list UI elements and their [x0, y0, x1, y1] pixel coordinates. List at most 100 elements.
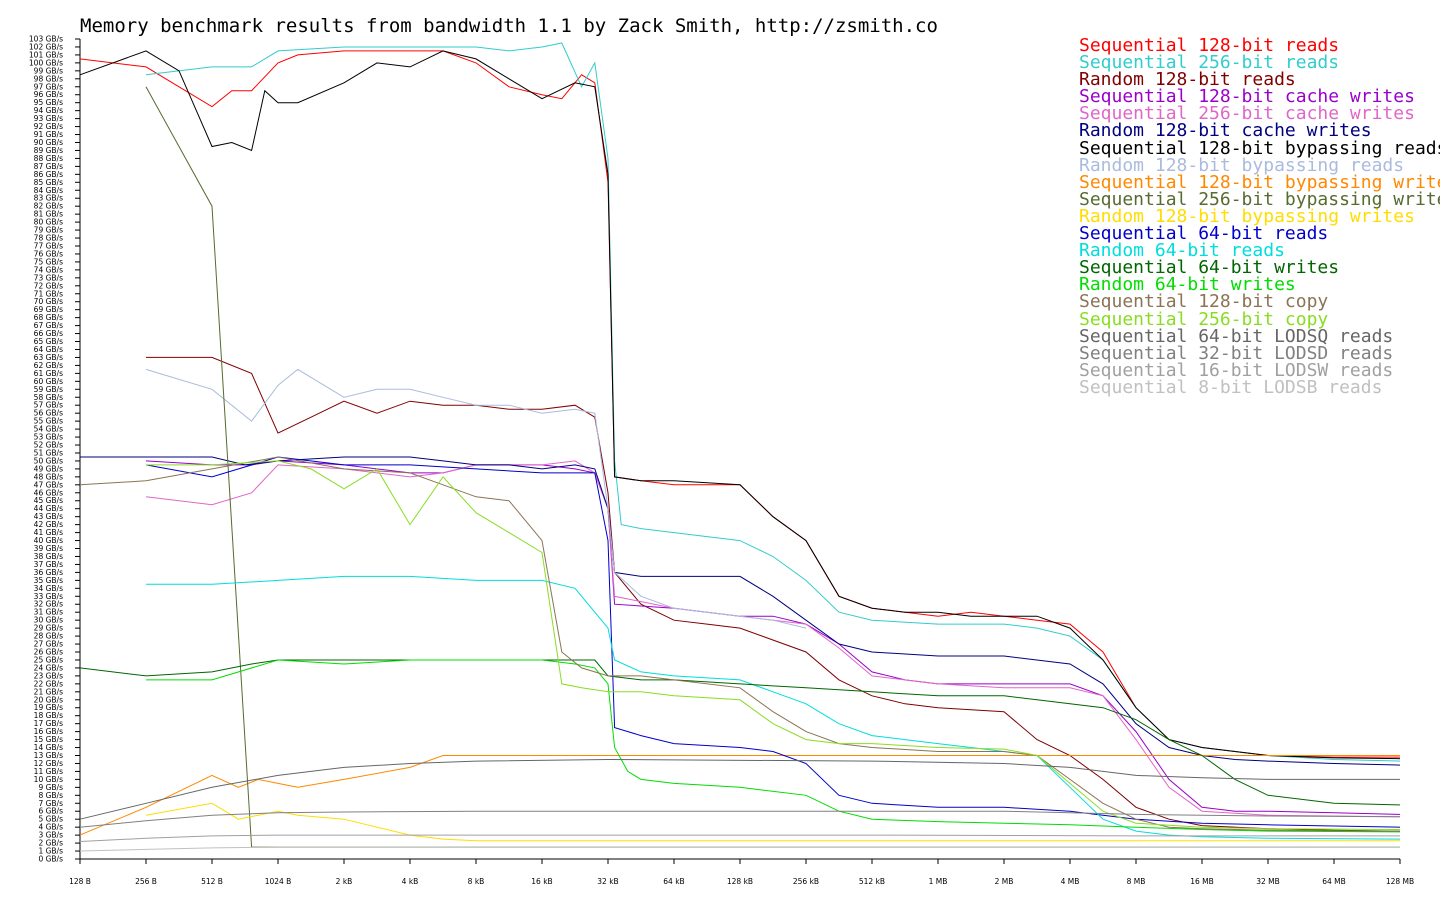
- y-tick-label: 64 GB/s: [34, 345, 63, 354]
- y-tick-label: 95 GB/s: [34, 98, 63, 107]
- y-tick-label: 9 GB/s: [38, 783, 63, 792]
- y-tick-label: 43 GB/s: [34, 512, 63, 521]
- y-tick-label: 10 GB/s: [34, 775, 63, 784]
- x-tick-label: 4 MB: [1061, 877, 1080, 886]
- y-tick-label: 89 GB/s: [34, 146, 63, 155]
- legend-item: Random 64-bit reads: [1079, 240, 1285, 262]
- series-line-random-128-bit-cache-writes: [80, 456, 1401, 766]
- series-line-sequential-64-bit-lodsq-reads: [79, 758, 1400, 820]
- x-tick-label: 1 MB: [929, 877, 948, 886]
- x-tick-label: 16 MB: [1190, 877, 1214, 886]
- x-tick-label: 64 MB: [1322, 877, 1346, 886]
- y-tick-label: 11 GB/s: [34, 767, 63, 776]
- x-tick-label: 256 kB: [793, 877, 819, 886]
- y-tick-label: 5 GB/s: [38, 815, 63, 824]
- y-tick-label: 14 GB/s: [34, 743, 63, 752]
- y-tick-label: 71 GB/s: [34, 289, 63, 298]
- x-tick-label: 8 kB: [468, 877, 485, 886]
- y-tick-label: 36 GB/s: [34, 568, 63, 577]
- x-tick-label: 128 kB: [727, 877, 753, 886]
- legend-item: Sequential 32-bit LODSD reads: [1079, 342, 1394, 364]
- y-tick-label: 60 GB/s: [34, 377, 63, 386]
- x-tick-label: 128 B: [69, 877, 91, 886]
- x-tick-label: 2 kB: [336, 877, 353, 886]
- y-tick-label: 26 GB/s: [34, 648, 63, 657]
- y-tick-label: 97 GB/s: [34, 82, 63, 91]
- y-tick-label: 76 GB/s: [34, 249, 63, 258]
- legend-item: Sequential 256-bit reads: [1079, 52, 1340, 74]
- series-line-random-128-bit-reads: [146, 356, 1401, 832]
- series-line-sequential-128-bit-cache-writes: [145, 460, 1401, 815]
- y-tick-label: 12 GB/s: [34, 759, 63, 768]
- series-line-sequential-128-bit-copy: [79, 456, 1401, 832]
- y-tick-label: 63 GB/s: [34, 353, 63, 362]
- y-tick-label: 44 GB/s: [34, 504, 63, 513]
- y-tick-label: 102 GB/s: [29, 42, 63, 51]
- x-tick-label: 16 kB: [531, 877, 552, 886]
- x-tick-label: 64 kB: [663, 877, 684, 886]
- legend-item: Sequential 128-bit cache writes: [1079, 86, 1415, 108]
- y-tick-label: 23 GB/s: [34, 671, 63, 680]
- y-tick-label: 2 GB/s: [38, 839, 63, 848]
- y-tick-label: 78 GB/s: [34, 234, 63, 243]
- y-tick-label: 53 GB/s: [34, 433, 63, 442]
- y-tick-label: 61 GB/s: [34, 369, 63, 378]
- y-tick-label: 86 GB/s: [34, 170, 63, 179]
- legend-item: Sequential 256-bit bypassing writes: [1079, 188, 1440, 210]
- series-line-sequential-128-bit-bypassing-reads: [79, 50, 1401, 760]
- y-tick-label: 88 GB/s: [34, 154, 63, 163]
- y-tick-label: 39 GB/s: [34, 544, 63, 553]
- legend-item: Random 128-bit reads: [1079, 69, 1296, 91]
- y-tick-label: 29 GB/s: [34, 624, 63, 633]
- y-tick-label: 25 GB/s: [34, 655, 63, 664]
- y-tick-label: 27 GB/s: [34, 640, 63, 649]
- series-line-sequential-16-bit-lodsw-reads: [79, 834, 1400, 842]
- y-tick-label: 96 GB/s: [34, 90, 63, 99]
- legend-item: Sequential 8-bit LODSB reads: [1079, 376, 1383, 398]
- series-line-sequential-8-bit-lodsb-reads: [79, 846, 1400, 852]
- y-tick-label: 93 GB/s: [34, 114, 63, 123]
- legend-item: Random 64-bit writes: [1079, 274, 1296, 296]
- y-tick-label: 17 GB/s: [34, 719, 63, 728]
- legend-item: Sequential 128-bit reads: [1079, 35, 1340, 56]
- y-tick-label: 41 GB/s: [34, 528, 63, 537]
- y-tick-label: 32 GB/s: [34, 600, 63, 609]
- y-tick-label: 15 GB/s: [34, 735, 63, 744]
- y-tick-label: 1 GB/s: [38, 847, 63, 856]
- y-tick-label: 81 GB/s: [34, 210, 63, 219]
- y-tick-label: 72 GB/s: [34, 281, 63, 290]
- y-tick-label: 37 GB/s: [34, 560, 63, 569]
- y-tick-label: 79 GB/s: [34, 226, 63, 235]
- y-tick-label: 99 GB/s: [34, 66, 63, 75]
- y-tick-label: 67 GB/s: [34, 321, 63, 330]
- y-tick-label: 69 GB/s: [34, 305, 63, 314]
- chart-legend: Sequential 128-bit reads Sequential 256-b…: [1079, 35, 1440, 398]
- y-tick-label: 45 GB/s: [34, 496, 63, 505]
- x-tick-label: 32 MB: [1256, 877, 1280, 886]
- legend-item: Sequential 16-bit LODSW reads: [1079, 359, 1394, 381]
- y-tick-label: 83 GB/s: [34, 194, 63, 203]
- series-line-sequential-64-bit-writes: [79, 659, 1401, 806]
- y-tick-label: 18 GB/s: [34, 711, 63, 720]
- y-tick-label: 22 GB/s: [34, 679, 63, 688]
- legend-item: Sequential 128-bit bypassing writes: [1079, 171, 1440, 193]
- y-tick-label: 42 GB/s: [34, 520, 63, 529]
- y-tick-label: 55 GB/s: [34, 417, 63, 426]
- y-tick-label: 57 GB/s: [34, 401, 63, 410]
- y-tick-label: 103 GB/s: [29, 35, 63, 44]
- x-tick-label: 512 B: [201, 877, 223, 886]
- y-tick-label: 51 GB/s: [34, 448, 63, 457]
- x-tick-label: 32 kB: [597, 877, 618, 886]
- x-tick-label: 2 MB: [995, 877, 1014, 886]
- y-tick-label: 85 GB/s: [34, 178, 63, 187]
- series-line-sequential-128-bit-reads: [79, 50, 1400, 758]
- x-tick-label: 4 kB: [402, 877, 419, 886]
- series-line-random-128-bit-bypassing-writes: [145, 802, 1400, 842]
- series-line-sequential-256-bit-copy: [146, 460, 1401, 830]
- legend-item: Sequential 64-bit reads: [1079, 223, 1329, 245]
- y-tick-label: 50 GB/s: [34, 456, 63, 465]
- y-tick-label: 35 GB/s: [34, 576, 63, 585]
- y-tick-label: 65 GB/s: [34, 337, 63, 346]
- y-tick-label: 33 GB/s: [34, 592, 63, 601]
